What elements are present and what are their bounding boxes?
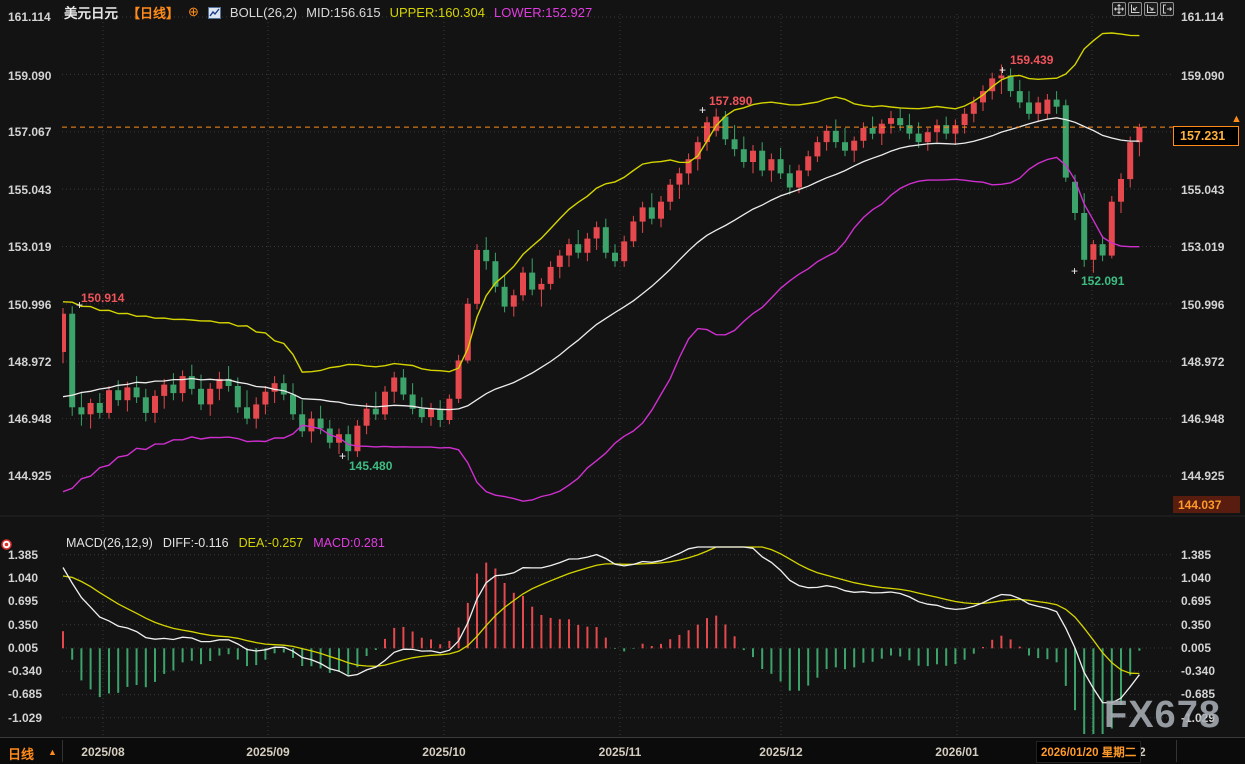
price-tick-left: 159.090 <box>8 69 52 83</box>
macd-tick-left: 0.695 <box>8 594 39 608</box>
macd-label: MACD(26,12,9) <box>66 536 153 550</box>
price-tick-left: 144.925 <box>8 469 52 483</box>
period-arrow-icon: ▲ <box>48 747 57 757</box>
macd-header: MACD(26,12,9) DIFF:-0.116 DEA:-0.257 MAC… <box>66 536 385 550</box>
macd-tick-left: -1.029 <box>8 711 43 725</box>
price-tick-left: 155.043 <box>8 183 52 197</box>
latest-price-arrow-icon[interactable]: ▲ <box>1231 113 1242 125</box>
symbol-name: 美元日元 <box>64 6 118 21</box>
indicator-marker-icon[interactable] <box>1 537 12 555</box>
chart-toolbar <box>1112 2 1174 16</box>
date-label: 2025/10 <box>422 745 466 759</box>
annotation-jan-low: 152.091 <box>1081 274 1125 288</box>
date-label: 2025/12 <box>759 745 803 759</box>
macd-diff-value: DIFF:-0.116 <box>162 536 229 550</box>
pan-icon[interactable] <box>1112 2 1126 16</box>
price-tick-right: 146.948 <box>1181 412 1225 426</box>
add-indicator-icon[interactable]: ⊕ <box>188 4 199 19</box>
price-tick-left: 146.948 <box>8 412 52 426</box>
annotation-trend-high: 157.890 <box>709 94 753 108</box>
price-tick-right: 161.114 <box>1181 10 1224 24</box>
chart-type-icon[interactable] <box>207 6 221 19</box>
macd-tick-right: 1.040 <box>1181 571 1212 585</box>
candles <box>62 64 1143 461</box>
scale-right-icon[interactable] <box>1144 2 1158 16</box>
chart-header: 美元日元 【日线】 ⊕ BOLL(26,2) MID:156.615 UPPER… <box>64 2 592 22</box>
price-tick-right: 153.019 <box>1181 240 1225 254</box>
macd-tick-right: -0.685 <box>1181 687 1216 701</box>
boll-upper-value: UPPER:160.304 <box>389 4 485 20</box>
price-tick-right: 155.043 <box>1181 183 1225 197</box>
price-tick-left: 161.114 <box>8 10 51 24</box>
price-tick-left: 153.019 <box>8 240 52 254</box>
high-marker-icon: + <box>699 103 707 117</box>
time-axis-bar: 日线 ▲ 2025/08 2025/09 2025/10 2025/11 202… <box>0 737 1245 764</box>
macd-tick-right: 1.385 <box>1181 548 1212 562</box>
date-label: 2025/09 <box>246 745 290 759</box>
boll-label: BOLL(26,2) <box>229 4 298 20</box>
axis-divider <box>1176 740 1177 762</box>
exit-fullscreen-icon[interactable] <box>1160 2 1174 16</box>
price-tick-left: 157.067 <box>8 125 52 139</box>
high-marker-icon: + <box>999 63 1007 77</box>
macd-tick-left: -0.685 <box>8 687 43 701</box>
date-label-partial: 2 <box>1139 745 1146 759</box>
boll-lower-value: LOWER:152.927 <box>493 4 593 20</box>
date-label: 2025/11 <box>598 745 642 759</box>
price-tick-left: 148.972 <box>8 355 52 369</box>
macd-tick-left: 0.350 <box>8 618 39 632</box>
price-tick-right: 148.972 <box>1181 355 1225 369</box>
axis-divider <box>62 740 63 762</box>
current-date-badge: 2026/01/20 星期二 <box>1036 741 1142 763</box>
period-tag: 【日线】 <box>127 5 180 21</box>
price-tick-left: 150.996 <box>8 298 52 312</box>
macd-dea-value: DEA:-0.257 <box>238 536 304 550</box>
boll-bands <box>62 32 1140 502</box>
boll-mid-value: MID:156.615 <box>306 4 381 20</box>
date-label: 2026/01 <box>935 745 979 759</box>
pane-low-badge: 144.037 <box>1173 496 1240 513</box>
annotation-first-high: 150.914 <box>81 291 125 305</box>
period-selector[interactable]: 日线 <box>8 747 35 762</box>
macd-tick-right: 0.695 <box>1181 594 1212 608</box>
low-marker-icon: + <box>1071 264 1079 278</box>
price-tick-right: 159.090 <box>1181 69 1225 83</box>
annotation-peak-high: 159.439 <box>1010 53 1054 67</box>
macd-tick-left: 0.005 <box>8 641 39 655</box>
macd-pane <box>62 546 1141 734</box>
price-tick-right: 150.996 <box>1181 298 1225 312</box>
macd-tick-left: 1.385 <box>8 548 39 562</box>
high-marker-icon: + <box>76 298 84 312</box>
macd-tick-left: 1.040 <box>8 571 39 585</box>
watermark: FX678 <box>1104 694 1221 736</box>
low-marker-icon: + <box>339 449 347 463</box>
macd-tick-right: -0.340 <box>1181 664 1216 678</box>
macd-tick-right: 0.350 <box>1181 618 1212 632</box>
price-tick-right: 144.925 <box>1181 469 1225 483</box>
annotation-sep-low: 145.480 <box>349 459 393 473</box>
scale-left-icon[interactable] <box>1128 2 1142 16</box>
macd-tick-left: -0.340 <box>8 664 43 678</box>
macd-macd-value: MACD:0.281 <box>313 536 385 550</box>
macd-tick-right: 0.005 <box>1181 641 1212 655</box>
date-label: 2025/08 <box>81 745 125 759</box>
macd-tick-right: -1.029 <box>1181 711 1216 725</box>
current-price-badge: 157.231 <box>1173 126 1239 146</box>
